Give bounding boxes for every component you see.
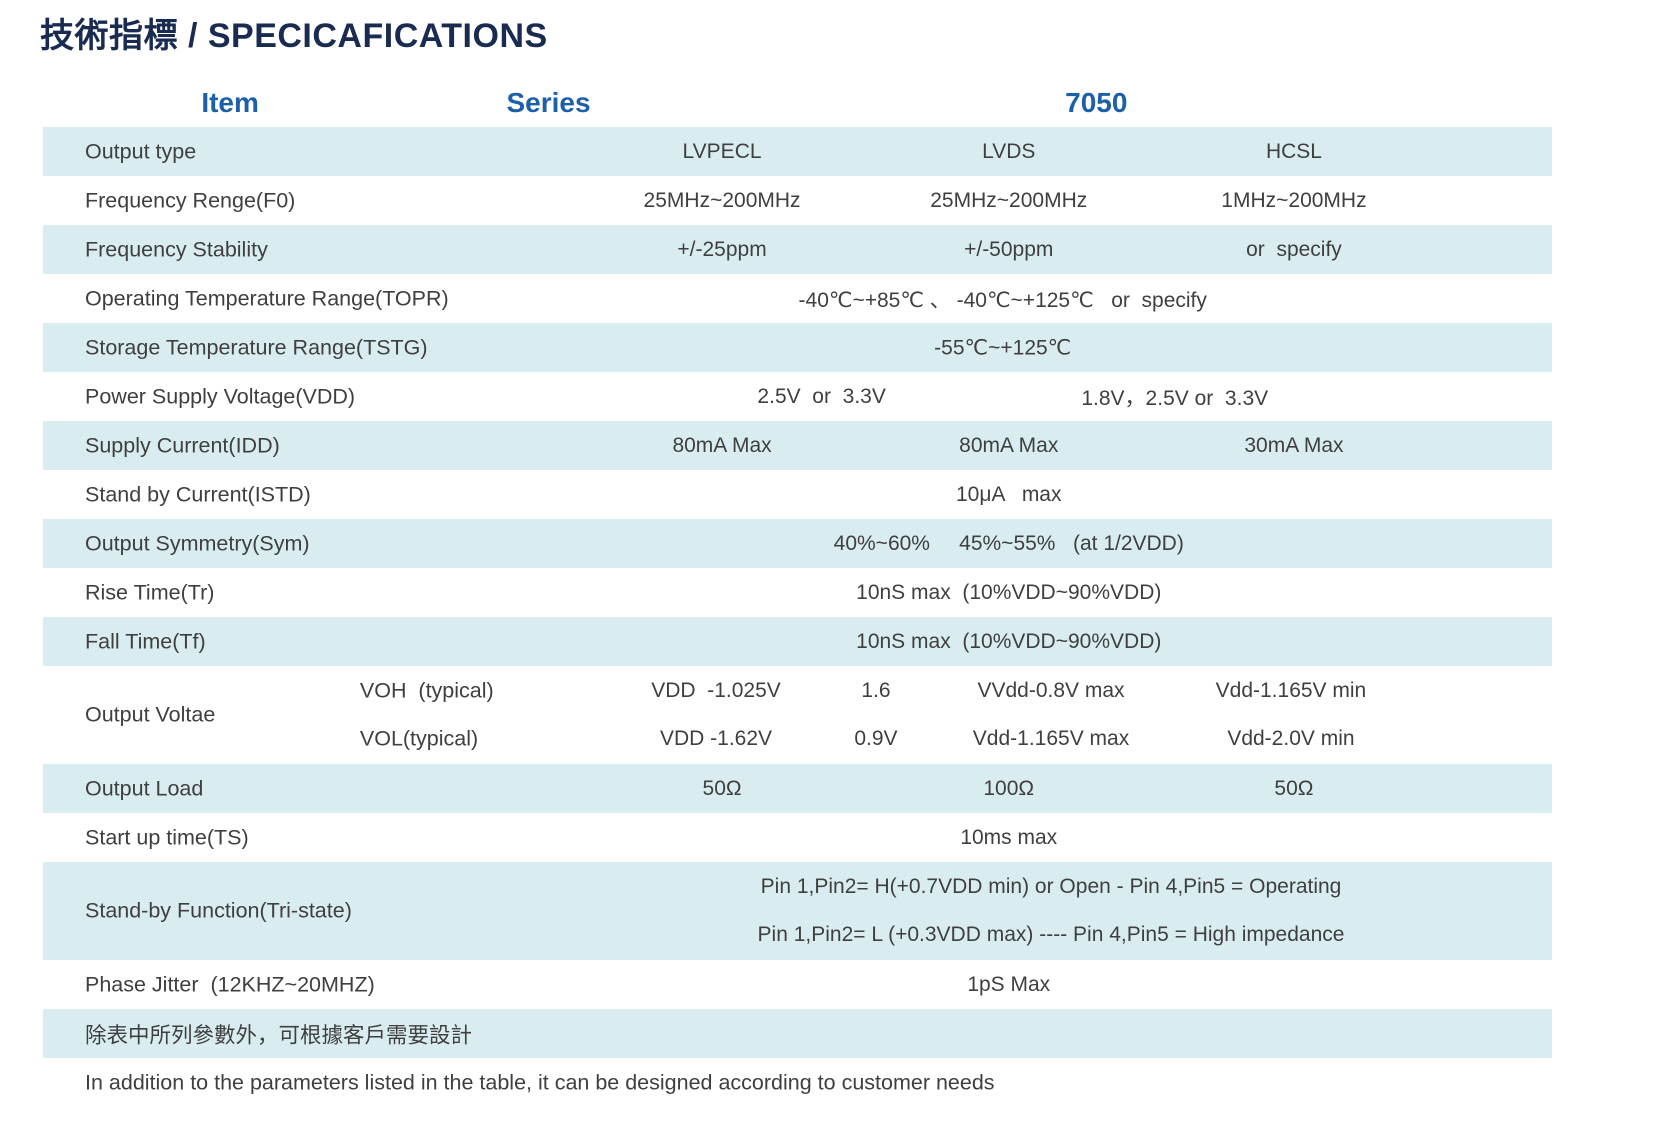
table-row-note-english: In addition to the parameters listed in … bbox=[43, 1058, 1552, 1107]
cell-value: 50Ω bbox=[1274, 776, 1314, 800]
row-label: Supply Current(IDD) bbox=[85, 433, 280, 457]
cell-value: Pin 1,Pin2= H(+0.7VDD min) or Open - Pin… bbox=[760, 875, 1342, 899]
table-row-supply-current: Supply Current(IDD) 80mA Max 80mA Max 30… bbox=[43, 421, 1552, 470]
cell-value: 1.8V，2.5V or 3.3V bbox=[1081, 386, 1269, 410]
note-text-english: In addition to the parameters listed in … bbox=[85, 1070, 995, 1094]
note-text-chinese: 除表中所列參數外，可根據客戶需要設計 bbox=[85, 1023, 473, 1047]
table-row-frequency-stability: Frequency Stability +/-25ppm +/-50ppm or… bbox=[43, 225, 1552, 274]
row-label: Rise Time(Tr) bbox=[85, 580, 215, 604]
cell-value: +/-50ppm bbox=[964, 237, 1054, 261]
row-label: Output type bbox=[85, 139, 197, 163]
table-row-storage-temperature: Storage Temperature Range(TSTG) -55℃~+12… bbox=[43, 323, 1552, 372]
cell-value: 10nS max (10%VDD~90%VDD) bbox=[856, 580, 1162, 604]
row-label: Frequency Stability bbox=[85, 237, 268, 261]
cell-value: 25MHz~200MHz bbox=[643, 188, 801, 212]
cell-value: 50Ω bbox=[702, 776, 742, 800]
cell-value: -40℃~+85℃ 、 -40℃~+125℃ or specify bbox=[798, 288, 1207, 312]
table-row-standby-function: Stand-by Function(Tri-state) Pin 1,Pin2=… bbox=[43, 862, 1552, 960]
column-header-series: Series bbox=[506, 86, 591, 118]
cell-value: 25MHz~200MHz bbox=[930, 188, 1088, 212]
cell-value: or specify bbox=[1246, 237, 1342, 261]
cell-value: 10ms max bbox=[960, 825, 1058, 849]
table-row-rise-time: Rise Time(Tr) 10nS max (10%VDD~90%VDD) bbox=[43, 568, 1552, 617]
row-label: Frequency Renge(F0) bbox=[85, 188, 296, 212]
row-label: Power Supply Voltage(VDD) bbox=[85, 384, 356, 408]
row-label: Fall Time(Tf) bbox=[85, 629, 206, 653]
cell-value: 80mA Max bbox=[672, 433, 772, 457]
cell-value: 100Ω bbox=[983, 776, 1035, 800]
cell-value: Pin 1,Pin2= L (+0.3VDD max) ---- Pin 4,P… bbox=[757, 922, 1345, 946]
table-row-frequency-range: Frequency Renge(F0) 25MHz~200MHz 25MHz~2… bbox=[43, 176, 1552, 225]
table-row-power-supply-voltage: Power Supply Voltage(VDD) 2.5V or 3.3V 1… bbox=[43, 372, 1552, 421]
row-label: Phase Jitter (12KHZ~20MHZ) bbox=[85, 972, 375, 996]
cell-value: HCSL bbox=[1265, 139, 1322, 163]
table-header-row: Item Series 7050 bbox=[43, 78, 1552, 127]
cell-value: LVPECL bbox=[682, 139, 762, 163]
cell-value: VVdd-0.8V max bbox=[977, 679, 1125, 703]
cell-value: 1MHz~200MHz bbox=[1221, 188, 1367, 212]
row-label: Operating Temperature Range(TOPR) bbox=[85, 286, 449, 310]
table-row-output-voltage: Output Voltae VOH (typical) VOL(typical)… bbox=[43, 666, 1552, 764]
table-row-operating-temperature: Operating Temperature Range(TOPR) -40℃~+… bbox=[43, 274, 1552, 323]
row-label: Stand-by Function(Tri-state) bbox=[85, 898, 352, 923]
table-row-output-symmetry: Output Symmetry(Sym) 40%~60% 45%~55% (at… bbox=[43, 519, 1552, 568]
table-row-phase-jitter: Phase Jitter (12KHZ~20MHZ) 1pS Max bbox=[43, 960, 1552, 1009]
row-label: Output Symmetry(Sym) bbox=[85, 531, 310, 555]
table-row-startup-time: Start up time(TS) 10ms max bbox=[43, 813, 1552, 862]
sub-row-label-vol: VOL(typical) bbox=[359, 726, 479, 751]
column-header-item: Item bbox=[201, 86, 259, 118]
row-label: Output Voltae bbox=[85, 702, 216, 727]
table-row-note-chinese: 除表中所列參數外，可根據客戶需要設計 bbox=[43, 1009, 1552, 1058]
cell-value: 80mA Max bbox=[959, 433, 1059, 457]
cell-value: LVDS bbox=[982, 139, 1036, 163]
table-row-output-type: Output type LVPECL LVDS HCSL bbox=[43, 127, 1552, 176]
cell-value: 0.9V bbox=[854, 726, 898, 750]
row-label: Stand by Current(ISTD) bbox=[85, 482, 311, 506]
row-label: Storage Temperature Range(TSTG) bbox=[85, 335, 428, 359]
cell-value: Vdd-1.165V max bbox=[972, 726, 1130, 750]
cell-value: 10μA max bbox=[956, 482, 1062, 506]
sub-row-label-voh: VOH (typical) bbox=[359, 678, 494, 703]
page-title: 技術指標 / SPECICAFICATIONS bbox=[40, 17, 548, 55]
cell-value: 10nS max (10%VDD~90%VDD) bbox=[856, 629, 1162, 653]
spec-table: Output type LVPECL LVDS HCSL Frequency R… bbox=[43, 127, 1552, 1107]
column-header-model-7050: 7050 bbox=[1065, 86, 1128, 118]
cell-value: -55℃~+125℃ bbox=[934, 336, 1072, 359]
cell-value: 40%~60% 45%~55% (at 1/2VDD) bbox=[833, 531, 1184, 555]
row-label: Output Load bbox=[85, 776, 204, 800]
cell-value: Vdd-1.165V min bbox=[1215, 679, 1367, 703]
cell-value: 30mA Max bbox=[1244, 433, 1344, 457]
cell-value: 2.5V or 3.3V bbox=[757, 384, 886, 408]
table-row-output-load: Output Load 50Ω 100Ω 50Ω bbox=[43, 764, 1552, 813]
row-label: Start up time(TS) bbox=[85, 825, 249, 849]
cell-value: +/-25ppm bbox=[677, 237, 767, 261]
cell-value: VDD -1.62V bbox=[659, 726, 773, 750]
table-row-fall-time: Fall Time(Tf) 10nS max (10%VDD~90%VDD) bbox=[43, 617, 1552, 666]
cell-value: Vdd-2.0V min bbox=[1227, 726, 1355, 750]
cell-value: 1.6 bbox=[861, 679, 891, 703]
cell-value: 1pS Max bbox=[967, 972, 1051, 996]
cell-value: VDD -1.025V bbox=[651, 679, 781, 703]
table-row-standby-current: Stand by Current(ISTD) 10μA max bbox=[43, 470, 1552, 519]
